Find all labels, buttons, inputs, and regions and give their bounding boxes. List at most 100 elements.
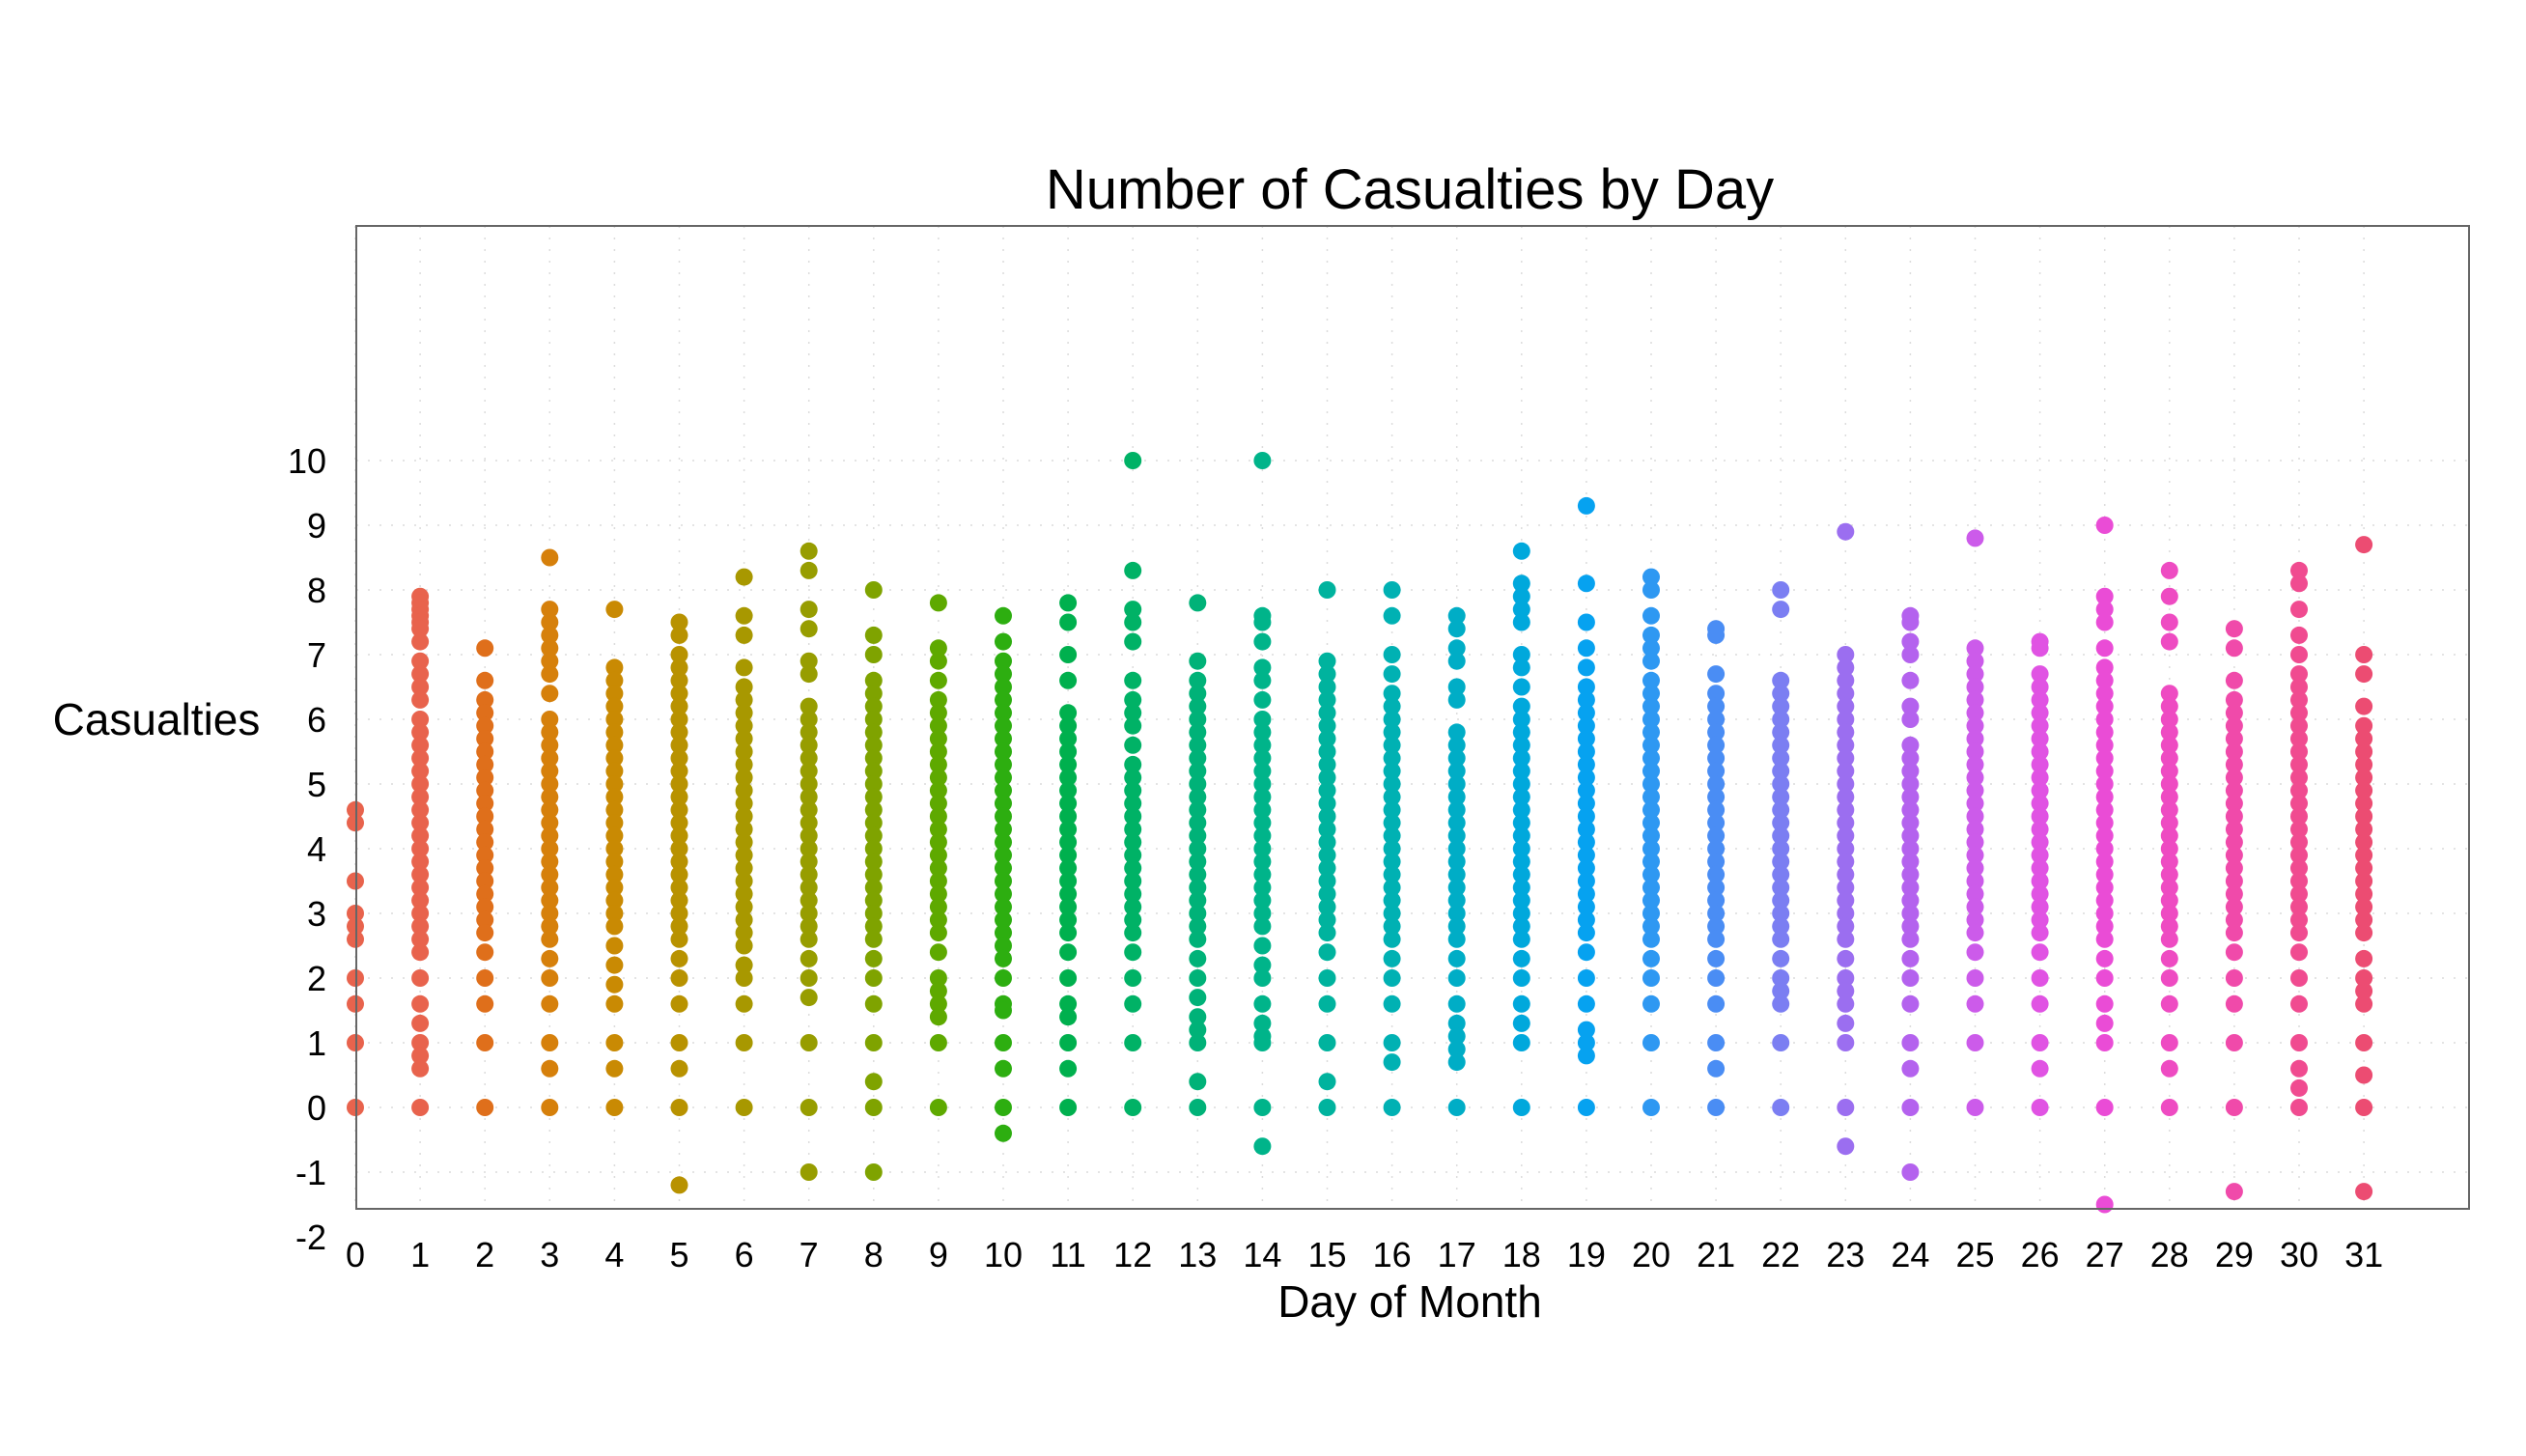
data-point	[2290, 678, 2308, 696]
data-point	[2355, 898, 2373, 916]
data-point	[1189, 949, 1207, 967]
data-point	[1059, 769, 1078, 787]
data-point	[1447, 1053, 1466, 1072]
data-point	[541, 879, 559, 897]
data-point	[1577, 807, 1595, 826]
data-point	[2290, 730, 2308, 748]
data-point	[1189, 800, 1207, 819]
data-point	[1966, 690, 1984, 709]
data-point	[1901, 788, 1920, 806]
data-point	[2355, 807, 2373, 826]
data-point	[1318, 581, 1336, 599]
data-point	[1901, 905, 1920, 922]
data-point	[670, 671, 688, 689]
data-point	[1577, 690, 1595, 709]
y-tick-label: 5	[307, 765, 326, 804]
data-point	[1253, 891, 1272, 910]
data-point	[929, 781, 947, 799]
data-point	[1253, 865, 1272, 883]
data-point	[800, 561, 818, 579]
data-point	[2160, 969, 2178, 987]
x-tick-label: 21	[1697, 1235, 1735, 1274]
data-point	[1642, 800, 1660, 819]
data-point	[1189, 775, 1207, 793]
data-point	[2095, 697, 2114, 715]
data-point	[1837, 930, 1855, 948]
data-point	[2095, 587, 2114, 605]
data-point	[1837, 671, 1855, 689]
data-point	[1124, 716, 1142, 735]
data-point	[2290, 1034, 2308, 1051]
data-point	[1837, 1137, 1855, 1156]
data-point	[995, 652, 1012, 670]
data-point	[800, 905, 818, 922]
data-point	[2225, 859, 2243, 878]
data-point	[1966, 820, 1984, 838]
x-tick-label: 11	[1050, 1235, 1085, 1274]
data-point	[2290, 690, 2308, 709]
data-point	[670, 879, 688, 897]
x-tick-label: 10	[984, 1235, 1023, 1274]
data-point	[1124, 943, 1142, 962]
data-point	[1318, 755, 1336, 773]
data-point	[2355, 924, 2373, 942]
data-point	[800, 826, 818, 845]
data-point	[995, 859, 1012, 878]
data-point	[864, 905, 883, 922]
data-point	[1253, 969, 1272, 987]
data-point	[995, 846, 1012, 864]
data-point	[605, 905, 624, 922]
data-point	[1901, 994, 1920, 1013]
data-point	[1447, 620, 1466, 638]
data-point	[476, 716, 494, 735]
data-point	[2355, 781, 2373, 799]
data-point	[1253, 613, 1272, 631]
data-point	[1512, 542, 1530, 560]
data-point	[864, 1099, 883, 1116]
data-point	[735, 606, 753, 625]
x-tick-label: 25	[1955, 1235, 1994, 1274]
data-point	[1707, 762, 1726, 780]
data-point	[2290, 601, 2308, 619]
data-point	[1512, 814, 1530, 832]
data-point	[1966, 833, 1984, 852]
data-point	[2355, 646, 2373, 663]
data-point	[800, 665, 818, 684]
data-point	[735, 956, 753, 974]
data-point	[2355, 982, 2373, 1000]
y-tick-label: -2	[295, 1218, 326, 1257]
data-point	[864, 723, 883, 742]
data-point	[2095, 788, 2114, 806]
data-point	[1901, 917, 1920, 936]
data-point	[1772, 917, 1790, 936]
data-point	[2225, 795, 2243, 813]
data-point	[1253, 956, 1272, 974]
data-point	[1189, 736, 1207, 754]
data-point	[1707, 775, 1726, 793]
data-point	[1966, 755, 1984, 773]
data-point	[1253, 840, 1272, 857]
data-point	[1383, 606, 1401, 625]
data-point	[1577, 994, 1595, 1013]
data-point	[1642, 723, 1660, 742]
data-point	[1966, 1099, 1984, 1116]
data-point	[2225, 671, 2243, 689]
x-tick-label: 4	[604, 1235, 624, 1274]
data-point	[1253, 937, 1272, 955]
data-point	[2031, 795, 2049, 813]
data-point	[929, 910, 947, 929]
data-point	[1189, 1034, 1207, 1051]
data-point	[2095, 969, 2114, 987]
data-point	[1901, 632, 1920, 651]
data-point	[995, 795, 1012, 813]
data-point	[995, 910, 1012, 929]
grid	[354, 226, 2469, 1209]
data-point	[2160, 905, 2178, 922]
data-point	[2095, 723, 2114, 742]
data-point	[1253, 917, 1272, 936]
data-point	[864, 697, 883, 715]
data-point	[2031, 859, 2049, 878]
data-point	[2160, 826, 2178, 845]
data-point	[1707, 969, 1726, 987]
